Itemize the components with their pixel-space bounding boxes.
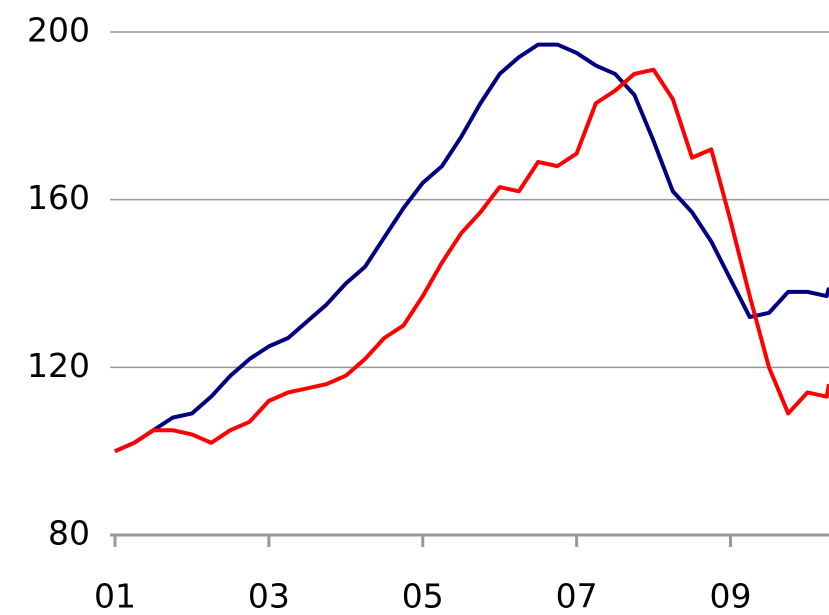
- x-tick-label: 01: [94, 577, 136, 615]
- x-tick-label: 07: [556, 577, 598, 615]
- y-tick-label: 120: [27, 346, 90, 385]
- y-tick-label: 200: [27, 11, 90, 50]
- y-tick-label: 160: [27, 178, 90, 217]
- data-line: [114, 42, 829, 454]
- x-tick-label: 05: [402, 577, 444, 615]
- x-tick-label: 03: [248, 577, 290, 615]
- data-line: [114, 67, 829, 454]
- y-tick-label: 80: [48, 514, 90, 553]
- x-tick-label: 09: [710, 577, 752, 615]
